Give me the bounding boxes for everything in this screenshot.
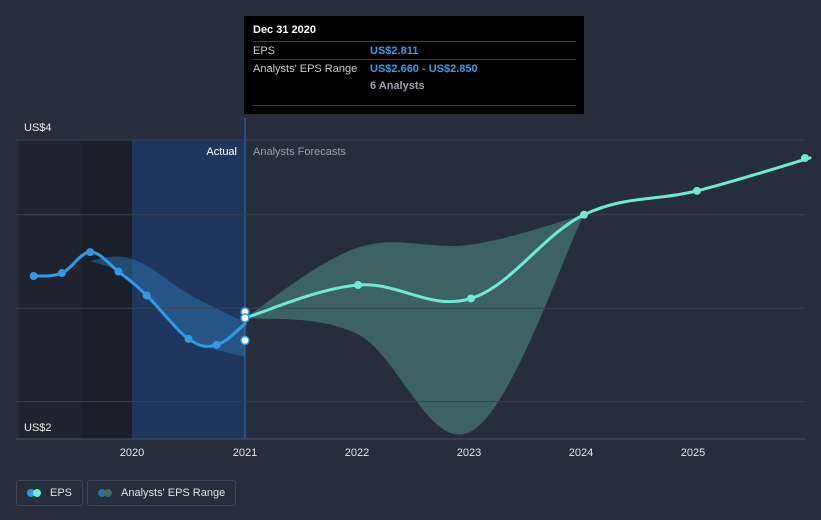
eps-forecast-point [693, 186, 701, 195]
tooltip-divider [253, 105, 576, 106]
eps-actual-point [29, 272, 38, 281]
legend-eps-label: EPS [50, 487, 73, 499]
tooltip-analysts-value: 6 Analysts [370, 79, 425, 92]
x-tick-label: 2020 [120, 447, 144, 459]
eps-actual-point [142, 291, 151, 300]
legend-range-toggle[interactable]: Analysts' EPS Range [87, 480, 237, 506]
forecast-range-band [245, 214, 584, 435]
legend-eps-toggle[interactable]: EPS [16, 480, 84, 506]
y-tick-label-bottom: US$2 [24, 422, 52, 434]
eps-actual-point [240, 313, 250, 323]
tooltip-row-range: Analysts' EPS Range US$2.660 - US$2.850 [253, 59, 576, 77]
tooltip-row-eps: EPS US$2.811 [253, 41, 576, 59]
x-tick-label: 2022 [345, 447, 369, 459]
eps-forecast-point [801, 153, 809, 162]
x-tick-label: 2021 [233, 447, 257, 459]
tooltip-date: Dec 31 2020 [253, 24, 316, 36]
x-tick-label: 2024 [569, 447, 593, 459]
eps-actual-point [212, 340, 221, 349]
eps-actual-point [57, 269, 66, 278]
legend-range-label: Analysts' EPS Range [121, 487, 226, 499]
x-tick-label: 2023 [457, 447, 481, 459]
eps-forecast-point [580, 210, 588, 219]
tooltip-range-key: Analysts' EPS Range [253, 62, 358, 75]
eps-forecast-point [467, 294, 475, 303]
y-tick-label-top: US$4 [24, 122, 52, 134]
forecast-region-label: Analysts Forecasts [253, 146, 346, 158]
tooltip-eps-value: US$2.811 [370, 44, 419, 57]
eps-tooltip: Dec 31 2020 EPS US$2.811 Analysts' EPS R… [244, 16, 584, 114]
eps-actual-point [184, 334, 193, 343]
eps-actual-point [86, 248, 95, 257]
eps-forecast-point [354, 281, 362, 290]
eps-forecast-line [243, 156, 812, 320]
past-shade [81, 140, 132, 439]
x-tick-label: 2025 [681, 447, 705, 459]
past-range-band [90, 256, 245, 357]
eps-actual-point [114, 267, 123, 276]
tooltip-eps-key: EPS [253, 44, 276, 57]
tooltip-row-analysts: 6 Analysts [253, 77, 576, 94]
eps-legend-icon [27, 489, 43, 497]
range-legend-icon [98, 489, 114, 497]
tooltip-range-value: US$2.660 - US$2.850 [370, 62, 478, 75]
actual-region-label: Actual [206, 146, 237, 158]
eps-actual-point [240, 335, 250, 346]
